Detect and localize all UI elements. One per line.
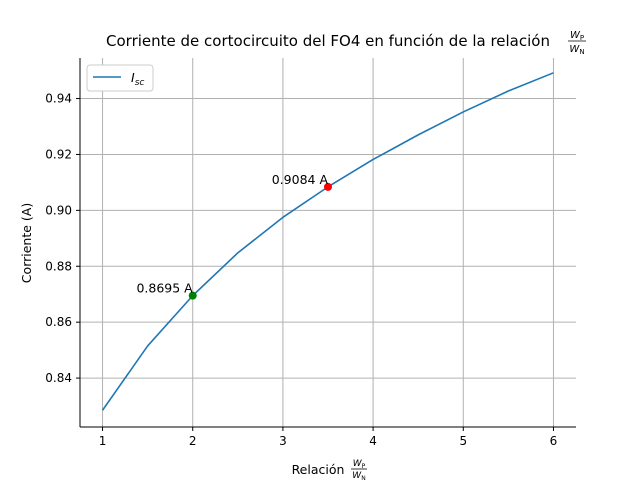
x-axis-label-text: Relación (292, 462, 345, 477)
markers-layer: 0.8695 A 0.9084 A (136, 172, 332, 300)
legend-series-name: I (131, 70, 135, 85)
svg-text:WP: WP (570, 30, 584, 42)
marker-label: 0.9084 A (272, 172, 329, 187)
x-tick-label: 4 (369, 434, 377, 448)
y-tick-label: 0.86 (45, 315, 72, 329)
x-tick-label: 5 (459, 434, 467, 448)
y-tick-label: 0.84 (45, 371, 72, 385)
chart-title-fraction: WP WN (568, 30, 586, 56)
x-tick-label: 6 (550, 434, 558, 448)
svg-text:WN: WN (569, 44, 584, 56)
x-axis-label: Relación (292, 462, 345, 477)
x-ratio-num: W (353, 459, 363, 469)
svg-text:WN: WN (352, 471, 365, 480)
title-ratio-num: W (570, 30, 581, 41)
title-ratio-num-sub: P (580, 34, 584, 42)
grid-lines (80, 58, 576, 427)
chart-title-text: Corriente de cortocircuito del FO4 en fu… (106, 32, 550, 50)
highlight-marker (188, 291, 197, 300)
y-tick-label: 0.92 (45, 147, 72, 161)
highlight-marker (324, 182, 332, 191)
legend-entry: Isc (131, 70, 144, 88)
x-ratio-den: W (352, 471, 362, 480)
title-ratio-den-sub: N (579, 48, 584, 56)
axis-ticks: 1 2 3 4 5 6 0.84 0.86 0.88 0.90 0.92 0.94 (45, 92, 557, 448)
x-tick-label: 1 (99, 434, 107, 448)
series-layer (101, 72, 554, 411)
y-tick-label: 0.88 (45, 259, 72, 273)
x-ratio-num-sub: P (362, 463, 366, 470)
x-tick-label: 2 (189, 434, 197, 448)
x-tick-label: 3 (279, 434, 287, 448)
y-axis-label: Corriente (A) (19, 203, 34, 283)
title-ratio-den: W (569, 44, 580, 55)
axis-spines (79, 58, 576, 428)
x-ratio-den-sub: N (361, 475, 366, 480)
y-tick-label: 0.94 (45, 92, 72, 106)
chart-title: Corriente de cortocircuito del FO4 en fu… (106, 32, 550, 50)
marker-label: 0.8695 A (136, 281, 193, 296)
legend: Isc (86, 64, 154, 92)
legend-box (86, 64, 154, 92)
svg-text:WP: WP (353, 459, 366, 470)
y-tick-label: 0.90 (45, 203, 72, 217)
x-axis-label-fraction: WP WN (351, 459, 367, 480)
legend-series-sub: sc (135, 78, 145, 88)
series-line (101, 72, 554, 411)
